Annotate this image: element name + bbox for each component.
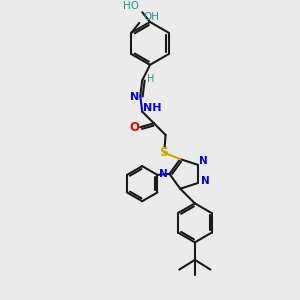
Text: N: N: [199, 156, 208, 166]
Text: N: N: [159, 169, 168, 179]
Text: O: O: [129, 121, 140, 134]
Text: N: N: [201, 176, 210, 186]
Text: S: S: [159, 146, 168, 159]
Text: OH: OH: [143, 12, 159, 22]
Text: N: N: [130, 92, 139, 102]
Text: NH: NH: [143, 103, 161, 113]
Text: HO: HO: [122, 2, 139, 11]
Text: H: H: [147, 74, 155, 84]
